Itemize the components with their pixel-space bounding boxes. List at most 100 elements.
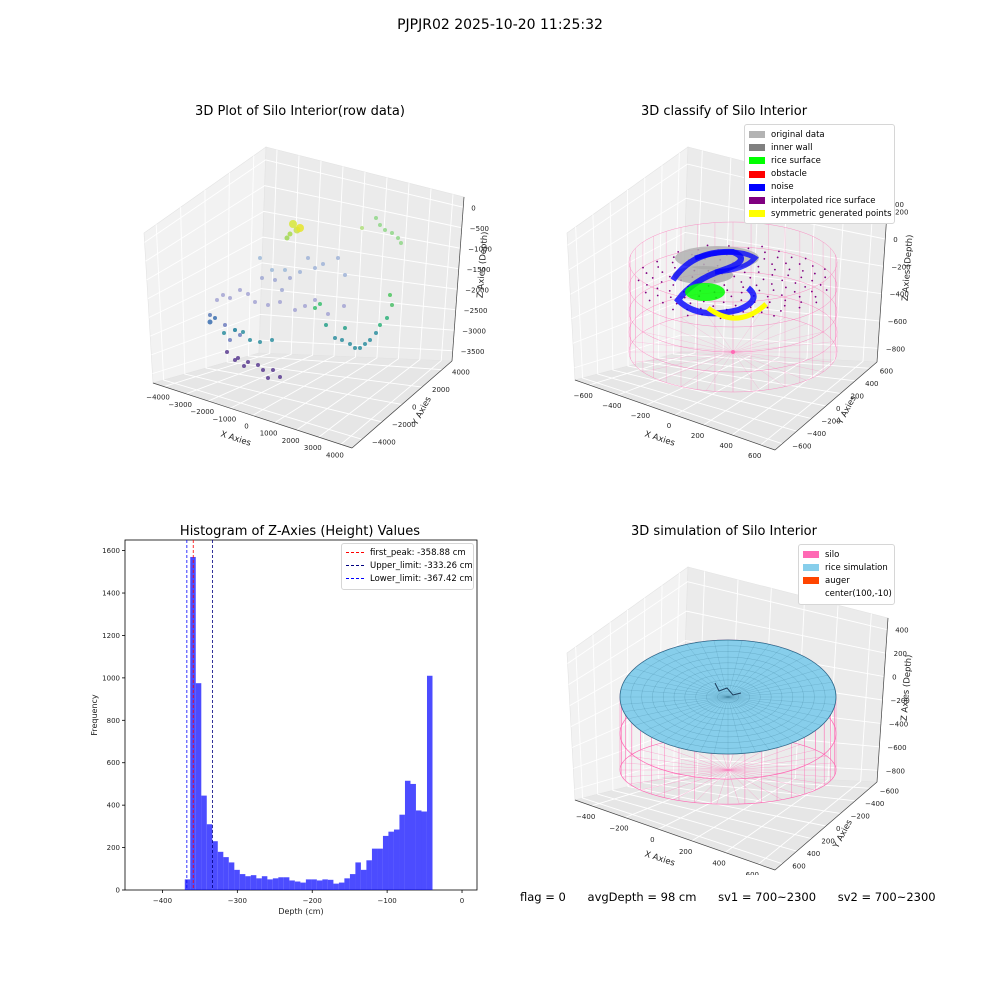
classify-interp-point — [702, 300, 705, 303]
simulation-ztick-label: 400 — [895, 627, 908, 635]
raw-ygrid — [155, 224, 363, 440]
histogram-xtick-label: −400 — [153, 897, 172, 905]
classify-symmetric-arc — [706, 302, 768, 321]
raw-scatter-point — [333, 336, 337, 340]
classify-legend-swatch — [749, 131, 765, 139]
histogram-legend: first_peak: -358.88 cm Upper_limit: -333.… — [341, 543, 474, 590]
raw-scatter-point — [324, 323, 328, 327]
raw-xgrid — [163, 149, 278, 388]
classify-3d-plot: −600−400−2000200400600−600−400−200020040… — [566, 146, 915, 460]
raw-scatter-point — [236, 356, 240, 360]
classify-ztick-label: −600 — [888, 318, 907, 326]
raw-scatter-point — [385, 316, 389, 320]
classify-interp-point — [757, 265, 760, 268]
raw-scatter-point — [363, 342, 367, 346]
flag-text: flag = 0 — [520, 890, 566, 904]
histogram-bar — [239, 874, 246, 890]
classify-interp-point — [798, 295, 801, 298]
classify-interp-point — [646, 283, 648, 286]
classify-interp-point — [810, 290, 813, 293]
raw-scatter-point — [399, 241, 403, 245]
classify-legend-swatch — [749, 144, 765, 152]
classify-interp-point — [800, 276, 803, 279]
raw-scatter-point — [296, 224, 304, 232]
raw-xtick-label: 1000 — [260, 430, 278, 438]
raw-scatter-point — [326, 312, 330, 316]
histogram-legend-label: first_peak: -358.88 cm — [370, 547, 466, 558]
histogram-bar — [278, 877, 284, 890]
raw-zgrid — [148, 262, 458, 318]
simulation-silo-spoke — [673, 769, 729, 800]
classify-interp-point — [793, 290, 796, 293]
raw-scatter-point — [340, 338, 344, 342]
classify-noise-band — [694, 249, 759, 275]
classify-interp-point — [656, 260, 659, 263]
raw-zgrid — [150, 288, 456, 337]
simulation-silo-spoke — [727, 769, 827, 785]
raw-scatter-point — [378, 323, 382, 327]
histogram-bar — [234, 869, 240, 890]
simulation-3d-plot: −400−20002004006006004002000−200−400−600… — [566, 566, 914, 875]
simulation-rice-radial — [727, 656, 805, 698]
classify-interp-point — [781, 279, 784, 282]
histogram-bar — [316, 880, 323, 890]
simulation-rice-radial — [713, 696, 729, 754]
simulation-silo-spoke — [640, 749, 729, 771]
histogram-legend-swatch — [346, 578, 364, 580]
raw-ytick-label: 0 — [412, 404, 416, 412]
raw-scatter-point — [396, 236, 400, 240]
classify-xtick-label: 600 — [748, 452, 761, 460]
classify-interp-point — [757, 271, 760, 274]
simulation-rice-radial — [727, 696, 814, 732]
classify-ytick-label: −200 — [821, 418, 840, 426]
raw-scatter-point — [238, 333, 242, 337]
classify-x-axis-line — [574, 379, 776, 451]
histogram-bar — [388, 831, 394, 890]
classify-interp-point — [674, 266, 676, 269]
simulation-rice-radial — [727, 696, 822, 726]
classify-interp-point — [788, 268, 791, 271]
simulation-silo-spoke — [622, 769, 729, 778]
simulation-ygrid — [592, 634, 797, 852]
classify-interp-point — [730, 295, 733, 298]
classify-interp-point — [743, 271, 746, 274]
raw-scatter-point — [261, 368, 265, 372]
histogram-bar — [256, 878, 262, 890]
classify-ytick-label: 0 — [836, 405, 840, 413]
classify-interp-point — [672, 284, 675, 286]
raw-scatter-point — [303, 304, 307, 308]
raw-scatter-point — [343, 326, 347, 330]
classify-ygrid — [672, 153, 870, 369]
simulation-rice-radial — [642, 662, 729, 698]
classify-ygrid — [657, 165, 856, 382]
raw-zgrid — [145, 185, 462, 262]
simulation-silo-spoke — [727, 769, 740, 805]
classify-xtick-label: −600 — [574, 392, 593, 400]
classify-silo-spoke — [632, 341, 734, 353]
simulation-rice-mesh — [620, 640, 836, 754]
classify-legend-swatch — [749, 170, 765, 178]
histogram-ytick-label: 1200 — [102, 632, 120, 640]
histogram-bar — [195, 683, 202, 890]
raw-xgrid — [230, 166, 344, 409]
classify-y-axis-line — [774, 361, 878, 451]
histogram-bar — [322, 879, 328, 890]
simulation-xtick-label: 0 — [650, 836, 654, 844]
classify-xgrid — [589, 150, 703, 386]
simulation-rice-radial — [634, 668, 729, 698]
classify-partial-ztick: 00 — [895, 201, 904, 209]
simulation-ygrid — [657, 585, 856, 802]
simulation-ytick-label: −600 — [880, 787, 899, 795]
classify-legend-label: obstacle — [771, 169, 807, 180]
simulation-zgrid — [574, 757, 878, 790]
classify-legend-entry: inner wall — [749, 141, 888, 154]
classify-interp-point — [749, 276, 752, 279]
histogram-bar — [289, 880, 295, 890]
simulation-ygrid — [642, 597, 841, 814]
classify-interp-point — [747, 247, 750, 250]
classify-interp-point — [648, 299, 651, 302]
raw-scatter-point — [258, 256, 262, 260]
simulation-ztick-label: −200 — [891, 697, 910, 705]
classify-interp-point — [740, 291, 743, 294]
classify-interp-point — [776, 256, 779, 259]
